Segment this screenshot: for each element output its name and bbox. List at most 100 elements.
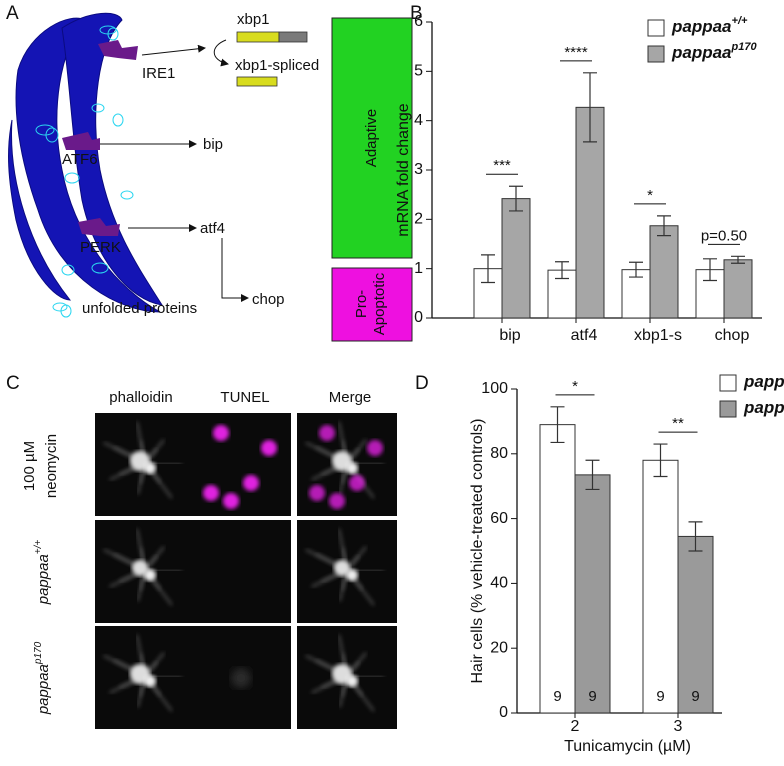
column-label: Merge: [329, 389, 372, 406]
y-tick-label: 2: [414, 211, 423, 228]
legend-label: unfolded proteins: [82, 300, 197, 317]
legend-name: pappaa: [671, 17, 732, 36]
y-tick-label: 0: [414, 309, 423, 326]
y-tick-label: 3: [414, 161, 423, 178]
legend-name: pappaa: [743, 398, 784, 417]
adaptive-box: [331, 17, 413, 259]
bar: [574, 474, 611, 714]
micrograph-content: [305, 634, 385, 712]
error-bar: [703, 258, 717, 282]
legend-name: pappaa: [671, 43, 732, 62]
y-tick-label: 60: [490, 510, 508, 527]
significance-label: *: [647, 187, 653, 204]
target-label: atf4: [200, 220, 225, 237]
x-tick-label: xbp1-s: [634, 327, 682, 344]
n-label: 9: [656, 688, 664, 705]
y-tick-label: 80: [490, 445, 508, 462]
hair-cell: [144, 462, 156, 474]
pro-apoptotic-label: Apoptotic: [371, 272, 388, 335]
micrograph-content: [305, 528, 385, 606]
hair-cell: [346, 675, 358, 687]
legend-name: pappaa: [743, 372, 784, 391]
tunel-nucleus: [329, 493, 345, 509]
unfolded-proteins: [35, 25, 134, 318]
xbp1-intron: [278, 31, 308, 43]
micrograph: [191, 413, 291, 516]
panel-label: A: [6, 3, 19, 24]
error-bar: [509, 185, 523, 212]
error-bar: [550, 406, 565, 444]
micrograph-content: [305, 421, 385, 509]
panel-label: B: [410, 3, 423, 24]
target-label: xbp1-spliced: [235, 57, 319, 74]
tunel-nucleus: [319, 425, 335, 441]
bar: [723, 259, 753, 319]
tunel-nucleus: [243, 475, 259, 491]
y-tick-label: 0: [499, 704, 508, 721]
error-bar: [585, 459, 600, 491]
tunel-nucleus: [349, 475, 365, 491]
y-tick-label: 4: [414, 112, 423, 129]
row-label-text: pappaa: [35, 554, 52, 605]
n-label: 9: [553, 688, 561, 705]
x-tick-label: chop: [715, 327, 750, 344]
xbp1-spliced-gene: [236, 76, 278, 87]
target-label: xbp1: [237, 11, 270, 28]
panel-label: D: [415, 373, 429, 394]
adaptive-label: Adaptive: [363, 109, 380, 167]
micrograph: [191, 520, 291, 623]
row-label: pappaap170: [33, 641, 52, 715]
row-label: pappaa+/+: [33, 540, 52, 606]
row-label-sup: p170: [33, 641, 44, 665]
y-tick-label: 6: [414, 13, 423, 30]
n-label: 9: [588, 688, 596, 705]
legend-label: pappaap170: [671, 41, 757, 63]
micrograph-content: [231, 668, 251, 688]
bar: [501, 198, 531, 319]
tunel-nucleus: [309, 485, 325, 501]
error-bar: [583, 72, 597, 143]
tunel-nucleus: [367, 440, 383, 456]
bar: [677, 535, 714, 714]
pro-apoptotic-label: Pro-: [353, 290, 370, 318]
micrograph-content: [103, 634, 183, 712]
bar: [539, 424, 576, 714]
hair-cell: [144, 569, 156, 581]
error-bar: [555, 261, 569, 280]
column-label: TUNEL: [220, 389, 269, 406]
y-tick-label: 1: [414, 260, 423, 277]
row-label: neomycin: [43, 434, 60, 498]
error-bar: [731, 255, 745, 264]
tunel-nucleus: [203, 485, 219, 501]
micrograph-grid: [95, 413, 397, 729]
error-bar: [653, 443, 668, 478]
significance-label: ***: [493, 157, 511, 174]
target-label: chop: [252, 291, 285, 308]
pro-apoptotic-box: [331, 267, 413, 342]
receptor-label: IRE1: [142, 65, 175, 82]
x-tick-label: bip: [499, 327, 520, 344]
receptor-label: PERK: [80, 239, 121, 256]
significance-label: ****: [564, 44, 588, 61]
error-bar: [688, 521, 703, 552]
y-tick-label: 100: [481, 380, 508, 397]
x-tick-label: 3: [674, 718, 683, 735]
micrograph-content: [103, 421, 183, 499]
y-tick-label: 20: [490, 639, 508, 656]
legend-label: pappaa+/+: [743, 370, 784, 392]
hair-cell: [132, 560, 148, 576]
error-bar: [629, 261, 643, 278]
micrograph-content: [203, 425, 277, 509]
x-axis-label: Tunicamycin (µM): [564, 738, 691, 755]
row-label-sup: +/+: [33, 540, 44, 555]
arrows: [100, 39, 249, 302]
significance-label: **: [672, 415, 684, 432]
column-label: phalloidin: [109, 389, 172, 406]
row-label-text: pappaa: [35, 664, 52, 715]
error-bar: [657, 215, 671, 237]
hair-cell: [346, 569, 358, 581]
bar: [642, 459, 679, 714]
er-diagram: [8, 12, 164, 313]
